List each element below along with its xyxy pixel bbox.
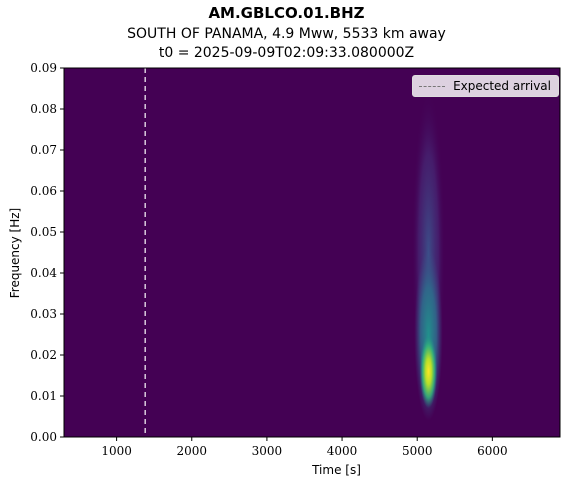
x-tick-label: 2000 xyxy=(176,444,207,458)
legend-dashed-line-sample xyxy=(419,85,446,87)
legend-label-expected-arrival: Expected arrival xyxy=(453,79,551,93)
y-tick-label: 0.03 xyxy=(30,307,57,321)
x-tick-label: 1000 xyxy=(101,444,132,458)
y-tick-label: 0.02 xyxy=(30,348,57,362)
x-tick-label: 6000 xyxy=(477,444,508,458)
x-axis-label: Time [s] xyxy=(312,463,361,477)
y-tick-label: 0.06 xyxy=(30,184,57,198)
y-tick-label: 0.05 xyxy=(30,225,57,239)
y-tick-label: 0.01 xyxy=(30,389,57,403)
plot-frame xyxy=(63,67,561,438)
x-tick-label: 4000 xyxy=(327,444,358,458)
plot-background xyxy=(64,68,560,437)
x-tick-label: 5000 xyxy=(402,444,433,458)
y-tick-label: 0.09 xyxy=(30,61,57,75)
x-tick-label: 3000 xyxy=(252,444,283,458)
y-tick-label: 0.08 xyxy=(30,102,57,116)
y-tick-label: 0.04 xyxy=(30,266,57,280)
chart-title: AM.GBLCO.01.BHZ xyxy=(208,4,365,22)
chart-subtitle-origin-time: t0 = 2025-09-09T02:09:33.080000Z xyxy=(158,45,415,61)
y-tick-label: 0.00 xyxy=(30,430,57,444)
y-tick-label: 0.07 xyxy=(30,143,57,157)
chart-subtitle-event: SOUTH OF PANAMA, 4.9 Mww, 5533 km away xyxy=(127,26,446,42)
legend: Expected arrival xyxy=(412,75,559,97)
energy-core xyxy=(419,334,438,409)
y-axis-label: Frequency [Hz] xyxy=(8,207,22,299)
